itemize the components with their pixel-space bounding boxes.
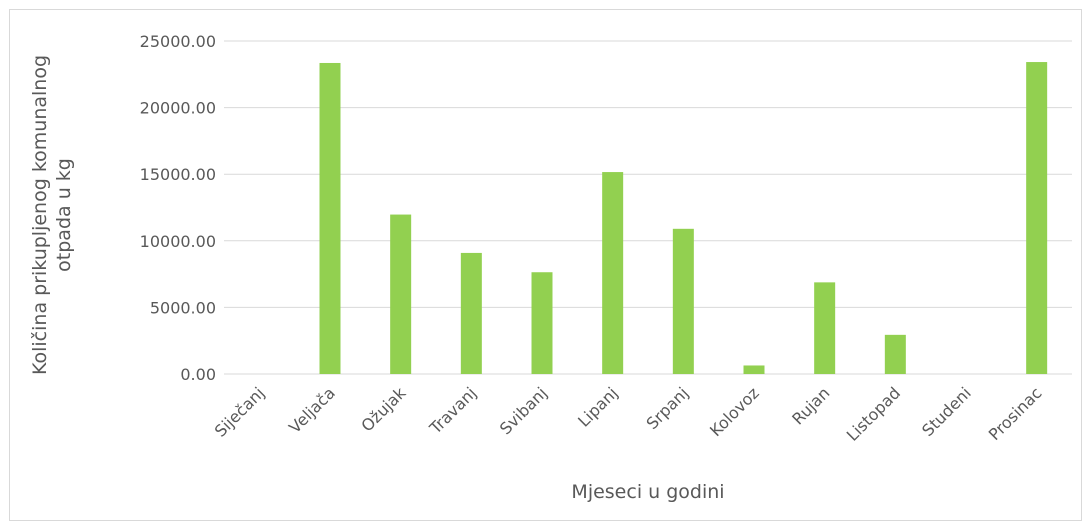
x-tick-label: Travanj: [425, 383, 480, 438]
x-tick-label: Lipanj: [574, 383, 621, 430]
grid-lines: [224, 40, 1072, 375]
bars: [319, 62, 1048, 375]
y-axis-title-line-1: Količina prikupljenog komunalnog: [29, 55, 51, 375]
x-tick-label: Ožujak: [357, 383, 410, 436]
bar-9: [884, 334, 906, 374]
y-tick-label: 25000.00: [140, 32, 216, 51]
y-axis-title-line-2: otpada u kg: [53, 158, 75, 272]
y-tick-label: 10000.00: [140, 232, 216, 251]
chart-frame: [9, 9, 1082, 521]
y-tick-label: 0.00: [180, 365, 216, 384]
x-axis-ticks: Siječanj Veljača Ožujak Travanj Svibanj Lipan…: [211, 383, 1046, 445]
bar-11: [1026, 62, 1048, 375]
x-tick-label: Veljača: [285, 383, 339, 437]
bar-1: [319, 62, 341, 375]
x-tick-label: Kolovoz: [706, 383, 763, 440]
x-tick-label: Siječanj: [211, 383, 268, 440]
x-tick-label: Listopad: [843, 383, 904, 444]
x-axis-title: Mjeseci u godini: [571, 481, 724, 503]
y-axis-ticks: 0.00 5000.00 10000.00 15000.00 20000.00 25000…: [140, 32, 216, 384]
bar-5: [602, 172, 624, 374]
bar-4: [531, 272, 553, 374]
y-axis-title: Količina prikupljenog komunalnog otpada …: [29, 55, 75, 375]
bar-8: [814, 282, 836, 374]
x-tick-label: Prosinac: [985, 383, 1046, 444]
bar-7: [743, 365, 765, 374]
x-tick-label: Srpanj: [642, 383, 692, 433]
x-tick-label: Studeni: [918, 383, 975, 440]
bar-6: [672, 228, 694, 374]
x-tick-label: Svibanj: [496, 383, 551, 438]
bar-3: [460, 252, 482, 374]
x-tick-label: Rujan: [788, 383, 833, 428]
bar-2: [390, 214, 412, 374]
y-tick-label: 5000.00: [150, 298, 216, 317]
y-tick-label: 20000.00: [140, 99, 216, 118]
y-tick-label: 15000.00: [140, 165, 216, 184]
